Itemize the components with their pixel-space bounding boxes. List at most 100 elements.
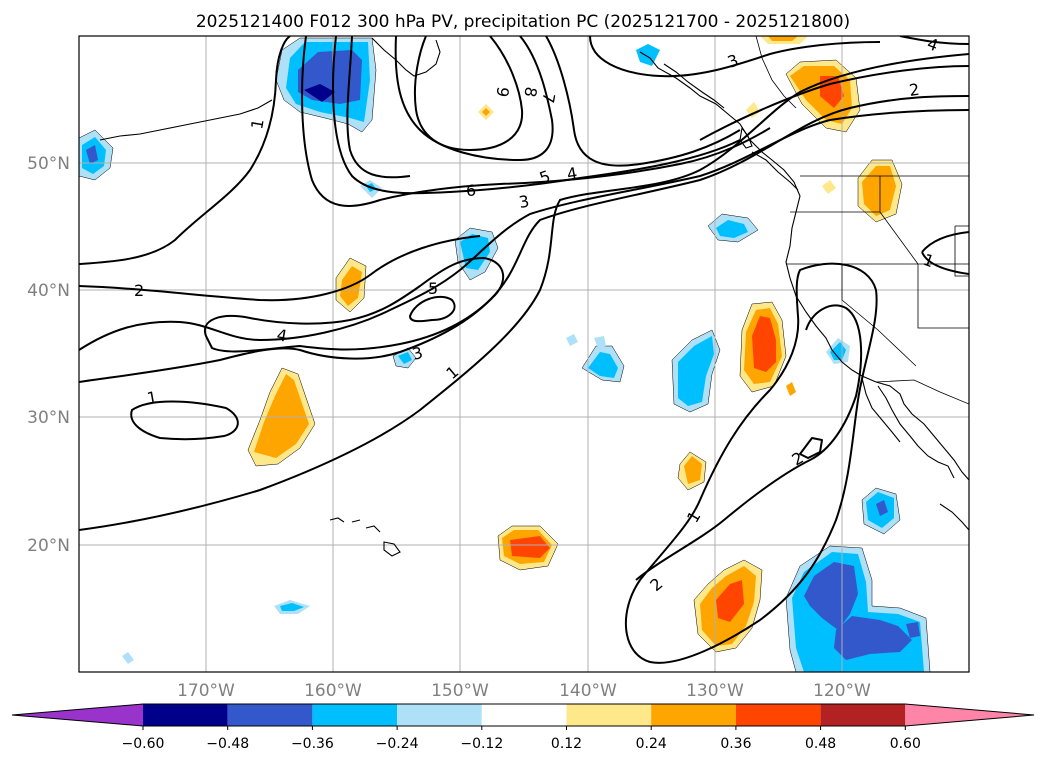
lat-label: 30°N [27,408,70,428]
pv-contour-5 [301,36,771,207]
precip-anomaly-negative [304,84,335,102]
precip-anomaly-negative [86,145,98,164]
precip-anomaly-positive [862,166,896,216]
alaska-panhandle [663,63,725,109]
hawaii-islands [329,517,401,557]
pv-contour-1-south [130,400,239,441]
precip-anomaly-positive [822,180,836,194]
contour-label: 9 [492,85,512,98]
mexico-coast [939,503,969,531]
alaska-coastline [371,37,441,77]
lon-label: 140°W [559,681,617,701]
precip-anomaly-negative [460,234,490,270]
vancouver-island [751,151,799,191]
precip-anomaly-negative [906,622,920,638]
aleutian-islands [99,99,273,141]
contour-label: 7 [538,91,558,104]
contour-label: 2 [134,281,144,300]
lat-label: 40°N [27,281,70,301]
colorbar-segment [312,704,398,726]
pv-contour-2-west [79,235,481,302]
contour-label: 4 [275,325,288,345]
pv-contour-5-loop [409,295,456,323]
us-mexico-border [875,379,969,405]
colorbar-tick-label: −0.24 [376,736,419,752]
precip-anomaly-positive [820,76,844,108]
precip-anomaly-positive [254,374,309,458]
montana-border [954,225,969,277]
pv-contour-1-west [79,36,291,265]
precip-anomaly-negative [280,603,304,611]
contour-label: 3 [410,343,425,364]
colorbar-segment [905,704,1034,726]
colorbar-tick-label: −0.48 [206,736,249,752]
precip-anomaly-negative [594,336,606,348]
colorbar-segment [566,704,652,726]
precip-anomaly-positive [510,536,550,558]
pv-contour-3-top [589,36,881,78]
precip-anomaly-negative [876,500,888,516]
pv-contour-2-small [799,437,823,459]
pv-contour-top-right [899,36,969,45]
pv-contour-9 [413,36,524,151]
precip-anomaly-positive [746,102,760,118]
colorbar-segment [227,704,313,726]
precip-anomaly-negative [566,334,578,346]
colorbar-segment [397,704,482,726]
precip-anomaly-negative [636,44,660,66]
colorbar-segment [12,704,143,726]
colorbar-tick-label: −0.60 [122,736,165,752]
pv-contour-1-loop [624,262,878,664]
north-america-coastline [639,51,969,481]
idaho-border [879,176,969,329]
longitude-labels: 170°W 160°W 150°W 140°W 130°W 120°W [177,681,871,701]
precip-anomaly-negative [398,352,412,364]
lat-label: 20°N [27,536,70,556]
colorbar-segments [12,704,1034,726]
colorbar-segment [735,704,821,726]
colorbar-segment [143,704,228,726]
map-frame [78,35,970,673]
pv-contour-6 [332,36,741,195]
pv-contour-2-top [699,65,969,141]
colorbar-tick-label: −0.36 [291,736,334,752]
contour-label: 6 [466,181,476,200]
figure-title: 2025121400 F012 300 hPa PV, precipitatio… [196,12,850,32]
colorbar-tick-label: 0.48 [805,736,836,752]
colorbar-tick-label: 0.60 [890,736,921,752]
precip-anomaly-positive [716,580,744,622]
pv-contour-10 [346,36,411,179]
contour-label: 1 [145,387,158,407]
lon-label: 170°W [177,681,235,701]
pv-contour-2-loop [635,304,863,581]
pv-contour-4 [79,109,969,351]
colorbar-segment [651,704,736,726]
precip-anomaly-positive [786,382,796,396]
baja-coastline [877,385,955,479]
lon-label: 160°W [304,681,362,701]
colorbar-segment [481,704,567,726]
precip-anomaly-negative [834,616,912,660]
contour-label: 2 [908,80,921,100]
colorbar-tick-label: 0.24 [636,736,667,752]
precip-anomaly-positive [482,108,490,116]
lat-label: 50°N [27,154,70,174]
colorbar-tick-label: −0.12 [460,736,503,752]
lon-label: 120°W [813,681,871,701]
colorbar: −0.60 −0.48 −0.36 −0.24 −0.12 0.12 0.24 0.36 0.4… [11,703,1035,752]
contour-label: 5 [428,279,438,298]
precip-anomaly-negative [804,562,858,630]
precip-fill-layer [79,36,931,672]
colorbar-tick-label: 0.36 [720,736,751,752]
contour-label: 3 [517,191,530,211]
precip-anomaly-negative [716,220,748,238]
contour-labels: 1 1 1 1 1 2 2 2 2 3 3 3 4 4 4 5 5 6 7 8 [134,36,941,595]
pv-contour-8 [394,36,554,161]
lon-label: 150°W [431,681,489,701]
lon-label: 130°W [686,681,744,701]
latitude-labels: 50°N 40°N 30°N 20°N [27,154,70,556]
colorbar-ticks: −0.60 −0.48 −0.36 −0.24 −0.12 0.12 0.24 0.36 0.4… [122,726,921,752]
contour-label: 1 [247,117,267,130]
contour-label: 8 [520,85,540,98]
